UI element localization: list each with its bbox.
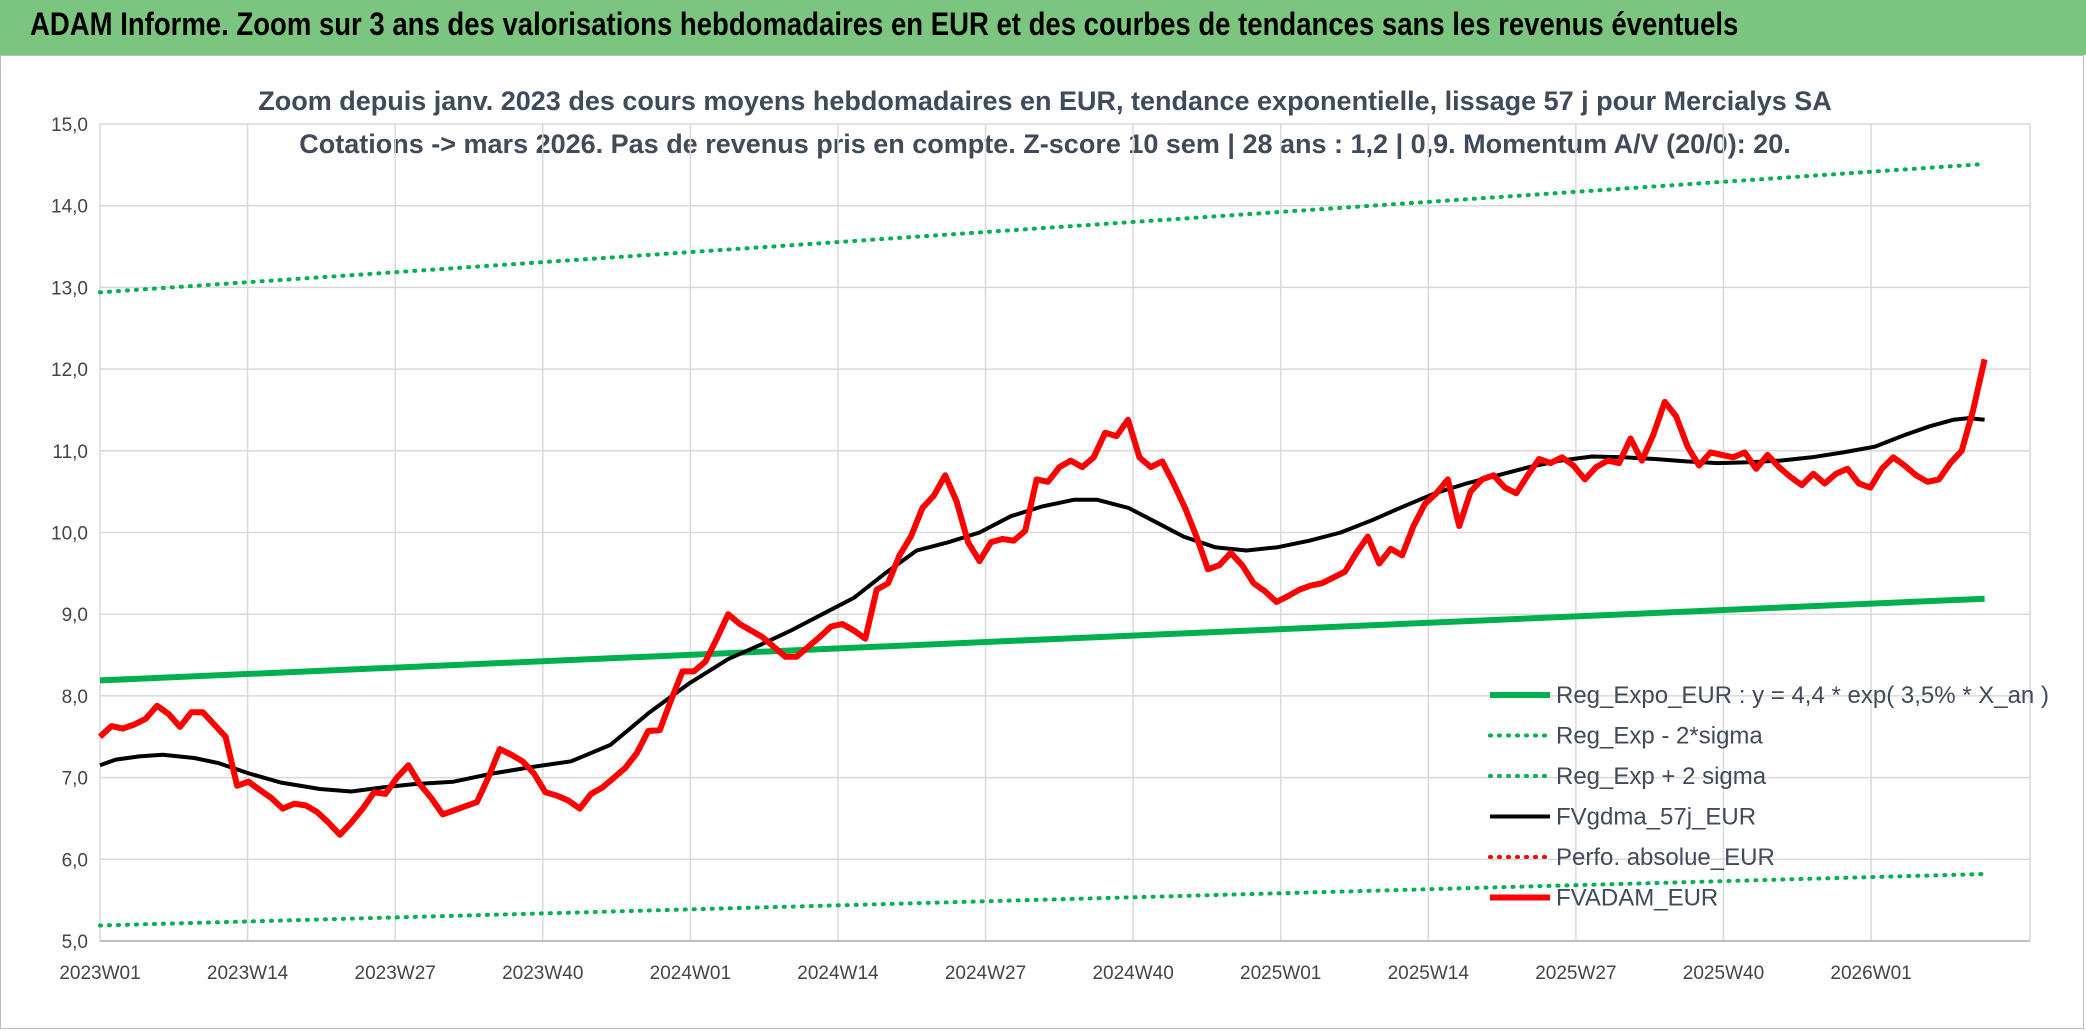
x-tick-label: 2025W01 (1240, 963, 1321, 984)
y-tick-label: 12,0 (51, 360, 88, 381)
legend-label: FVADAM_EUR (1556, 885, 1718, 912)
grid (99, 123, 2031, 942)
series-layer (97, 162, 1988, 928)
y-tick-label: 6,0 (62, 850, 88, 871)
legend-label: Reg_Exp + 2 sigma (1556, 763, 1767, 790)
series-line (99, 595, 1985, 684)
x-tick-label: 2024W14 (797, 963, 879, 984)
legend-label: Reg_Exp - 2*sigma (1556, 723, 1763, 750)
axis-labels: 5,0 6,0 7,0 8,0 9,0 10,0 11,0 12,0 13,0 14,0 15,0 2… (51, 115, 1912, 984)
y-tick-label: 5,0 (62, 932, 88, 953)
y-tick-label: 15,0 (51, 115, 88, 136)
y-tick-label: 10,0 (51, 524, 88, 545)
x-tick-label: 2023W14 (207, 963, 289, 984)
legend-label: Reg_Expo_EUR : y = 4,4 * exp( 3,5% * X_a… (1556, 682, 2049, 709)
x-tick-label: 2024W01 (650, 963, 731, 984)
legend-label: Perfo. absolue_EUR (1556, 844, 1775, 871)
x-tick-label: 2026W01 (1830, 963, 1911, 984)
x-tick-label: 2025W14 (1388, 963, 1470, 984)
y-tick-label: 9,0 (62, 605, 88, 626)
y-tick-label: 14,0 (51, 197, 88, 218)
header-bar: ADAM Informe. Zoom sur 3 ans des valoris… (0, 0, 2086, 55)
x-tick-label: 2023W01 (59, 963, 140, 984)
series-line (98, 162, 1987, 295)
legend-label: FVgdma_57j_EUR (1556, 804, 1756, 831)
chart-title-line-1: Zoom depuis janv. 2023 des cours moyens … (258, 86, 1832, 116)
y-tick-label: 11,0 (52, 442, 88, 463)
report-title: ADAM Informe. Zoom sur 3 ans des valoris… (30, 6, 1739, 42)
y-tick-label: 7,0 (62, 769, 88, 790)
x-tick-label: 2024W27 (945, 963, 1026, 984)
chart-frame (0, 55, 2084, 1029)
y-tick-label: 13,0 (51, 278, 88, 299)
series-line (98, 872, 1987, 928)
x-tick-label: 2023W40 (502, 963, 583, 984)
x-tick-label: 2023W27 (355, 963, 436, 984)
y-tick-label: 8,0 (62, 687, 88, 708)
x-tick-label: 2024W40 (1092, 963, 1173, 984)
legend: Reg_Expo_EUR : y = 4,4 * exp( 3,5% * X_a… (1488, 682, 2049, 912)
x-tick-label: 2025W40 (1683, 963, 1764, 984)
x-tick-label: 2025W27 (1535, 963, 1616, 984)
chart-title-line-2: Cotations -> mars 2026. Pas de revenus p… (299, 129, 1790, 159)
series-line (97, 358, 1988, 838)
